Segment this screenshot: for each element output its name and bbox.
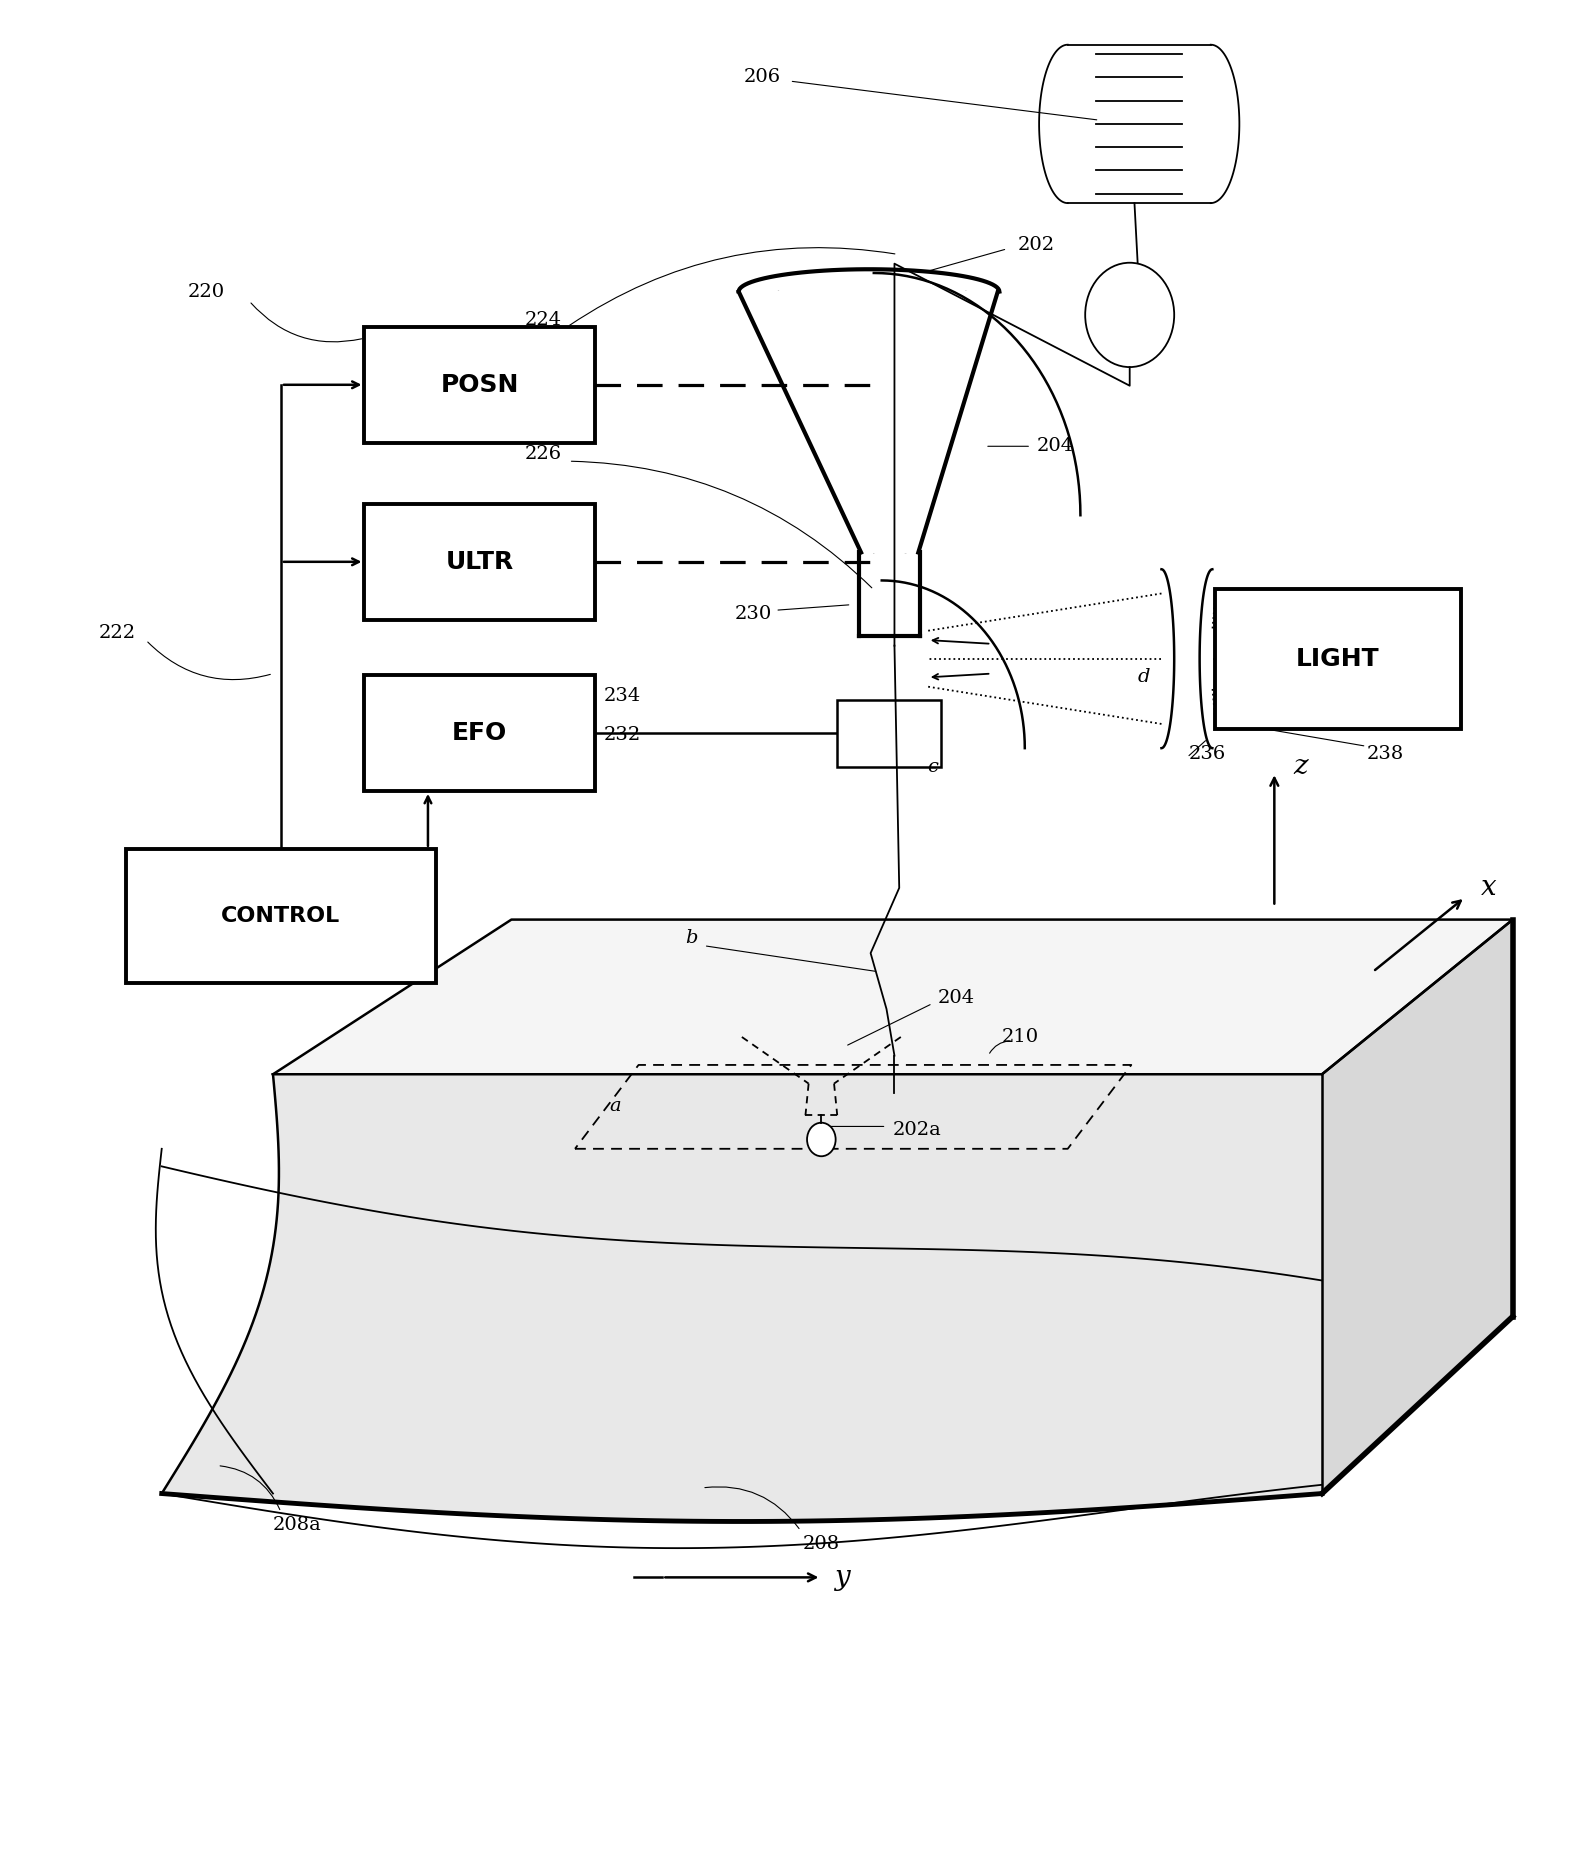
Polygon shape bbox=[161, 1075, 1322, 1521]
Polygon shape bbox=[1322, 920, 1512, 1493]
Text: 220: 220 bbox=[188, 282, 225, 301]
Text: 206: 206 bbox=[743, 69, 782, 86]
Bar bbox=[1215, 589, 1461, 729]
Text: d: d bbox=[1137, 669, 1150, 686]
Text: 230: 230 bbox=[734, 606, 772, 622]
Text: 238: 238 bbox=[1367, 744, 1404, 763]
Circle shape bbox=[1085, 264, 1174, 366]
Text: 208a: 208a bbox=[273, 1516, 321, 1534]
Text: 208: 208 bbox=[802, 1534, 841, 1553]
Polygon shape bbox=[273, 920, 1512, 1075]
Text: b: b bbox=[684, 929, 697, 948]
Text: POSN: POSN bbox=[440, 372, 518, 396]
Text: LIGHT: LIGHT bbox=[1297, 647, 1380, 671]
Text: 232: 232 bbox=[605, 727, 641, 744]
Text: 236: 236 bbox=[1188, 744, 1227, 763]
Bar bbox=[364, 327, 595, 443]
Text: 210: 210 bbox=[1002, 1028, 1038, 1047]
Text: z: z bbox=[1294, 753, 1308, 779]
Text: x: x bbox=[1482, 875, 1496, 901]
Bar bbox=[837, 699, 941, 766]
Text: ULTR: ULTR bbox=[445, 549, 514, 574]
Text: 234: 234 bbox=[605, 688, 641, 705]
Text: 204: 204 bbox=[1037, 437, 1073, 456]
Text: y: y bbox=[834, 1564, 850, 1591]
Text: 222: 222 bbox=[99, 624, 136, 641]
Polygon shape bbox=[1067, 45, 1211, 204]
Text: 224: 224 bbox=[525, 310, 561, 329]
Bar bbox=[126, 849, 435, 983]
Text: a: a bbox=[609, 1097, 620, 1116]
Text: 226: 226 bbox=[525, 445, 561, 464]
Text: CONTROL: CONTROL bbox=[222, 906, 341, 925]
Circle shape bbox=[807, 1123, 836, 1157]
Text: 202: 202 bbox=[1018, 235, 1054, 254]
Bar bbox=[364, 505, 595, 621]
Text: c: c bbox=[927, 757, 938, 776]
Bar bbox=[364, 675, 595, 791]
Text: 204: 204 bbox=[938, 989, 975, 1007]
Polygon shape bbox=[738, 292, 998, 553]
Text: EFO: EFO bbox=[451, 721, 507, 746]
Text: 202a: 202a bbox=[892, 1121, 941, 1140]
